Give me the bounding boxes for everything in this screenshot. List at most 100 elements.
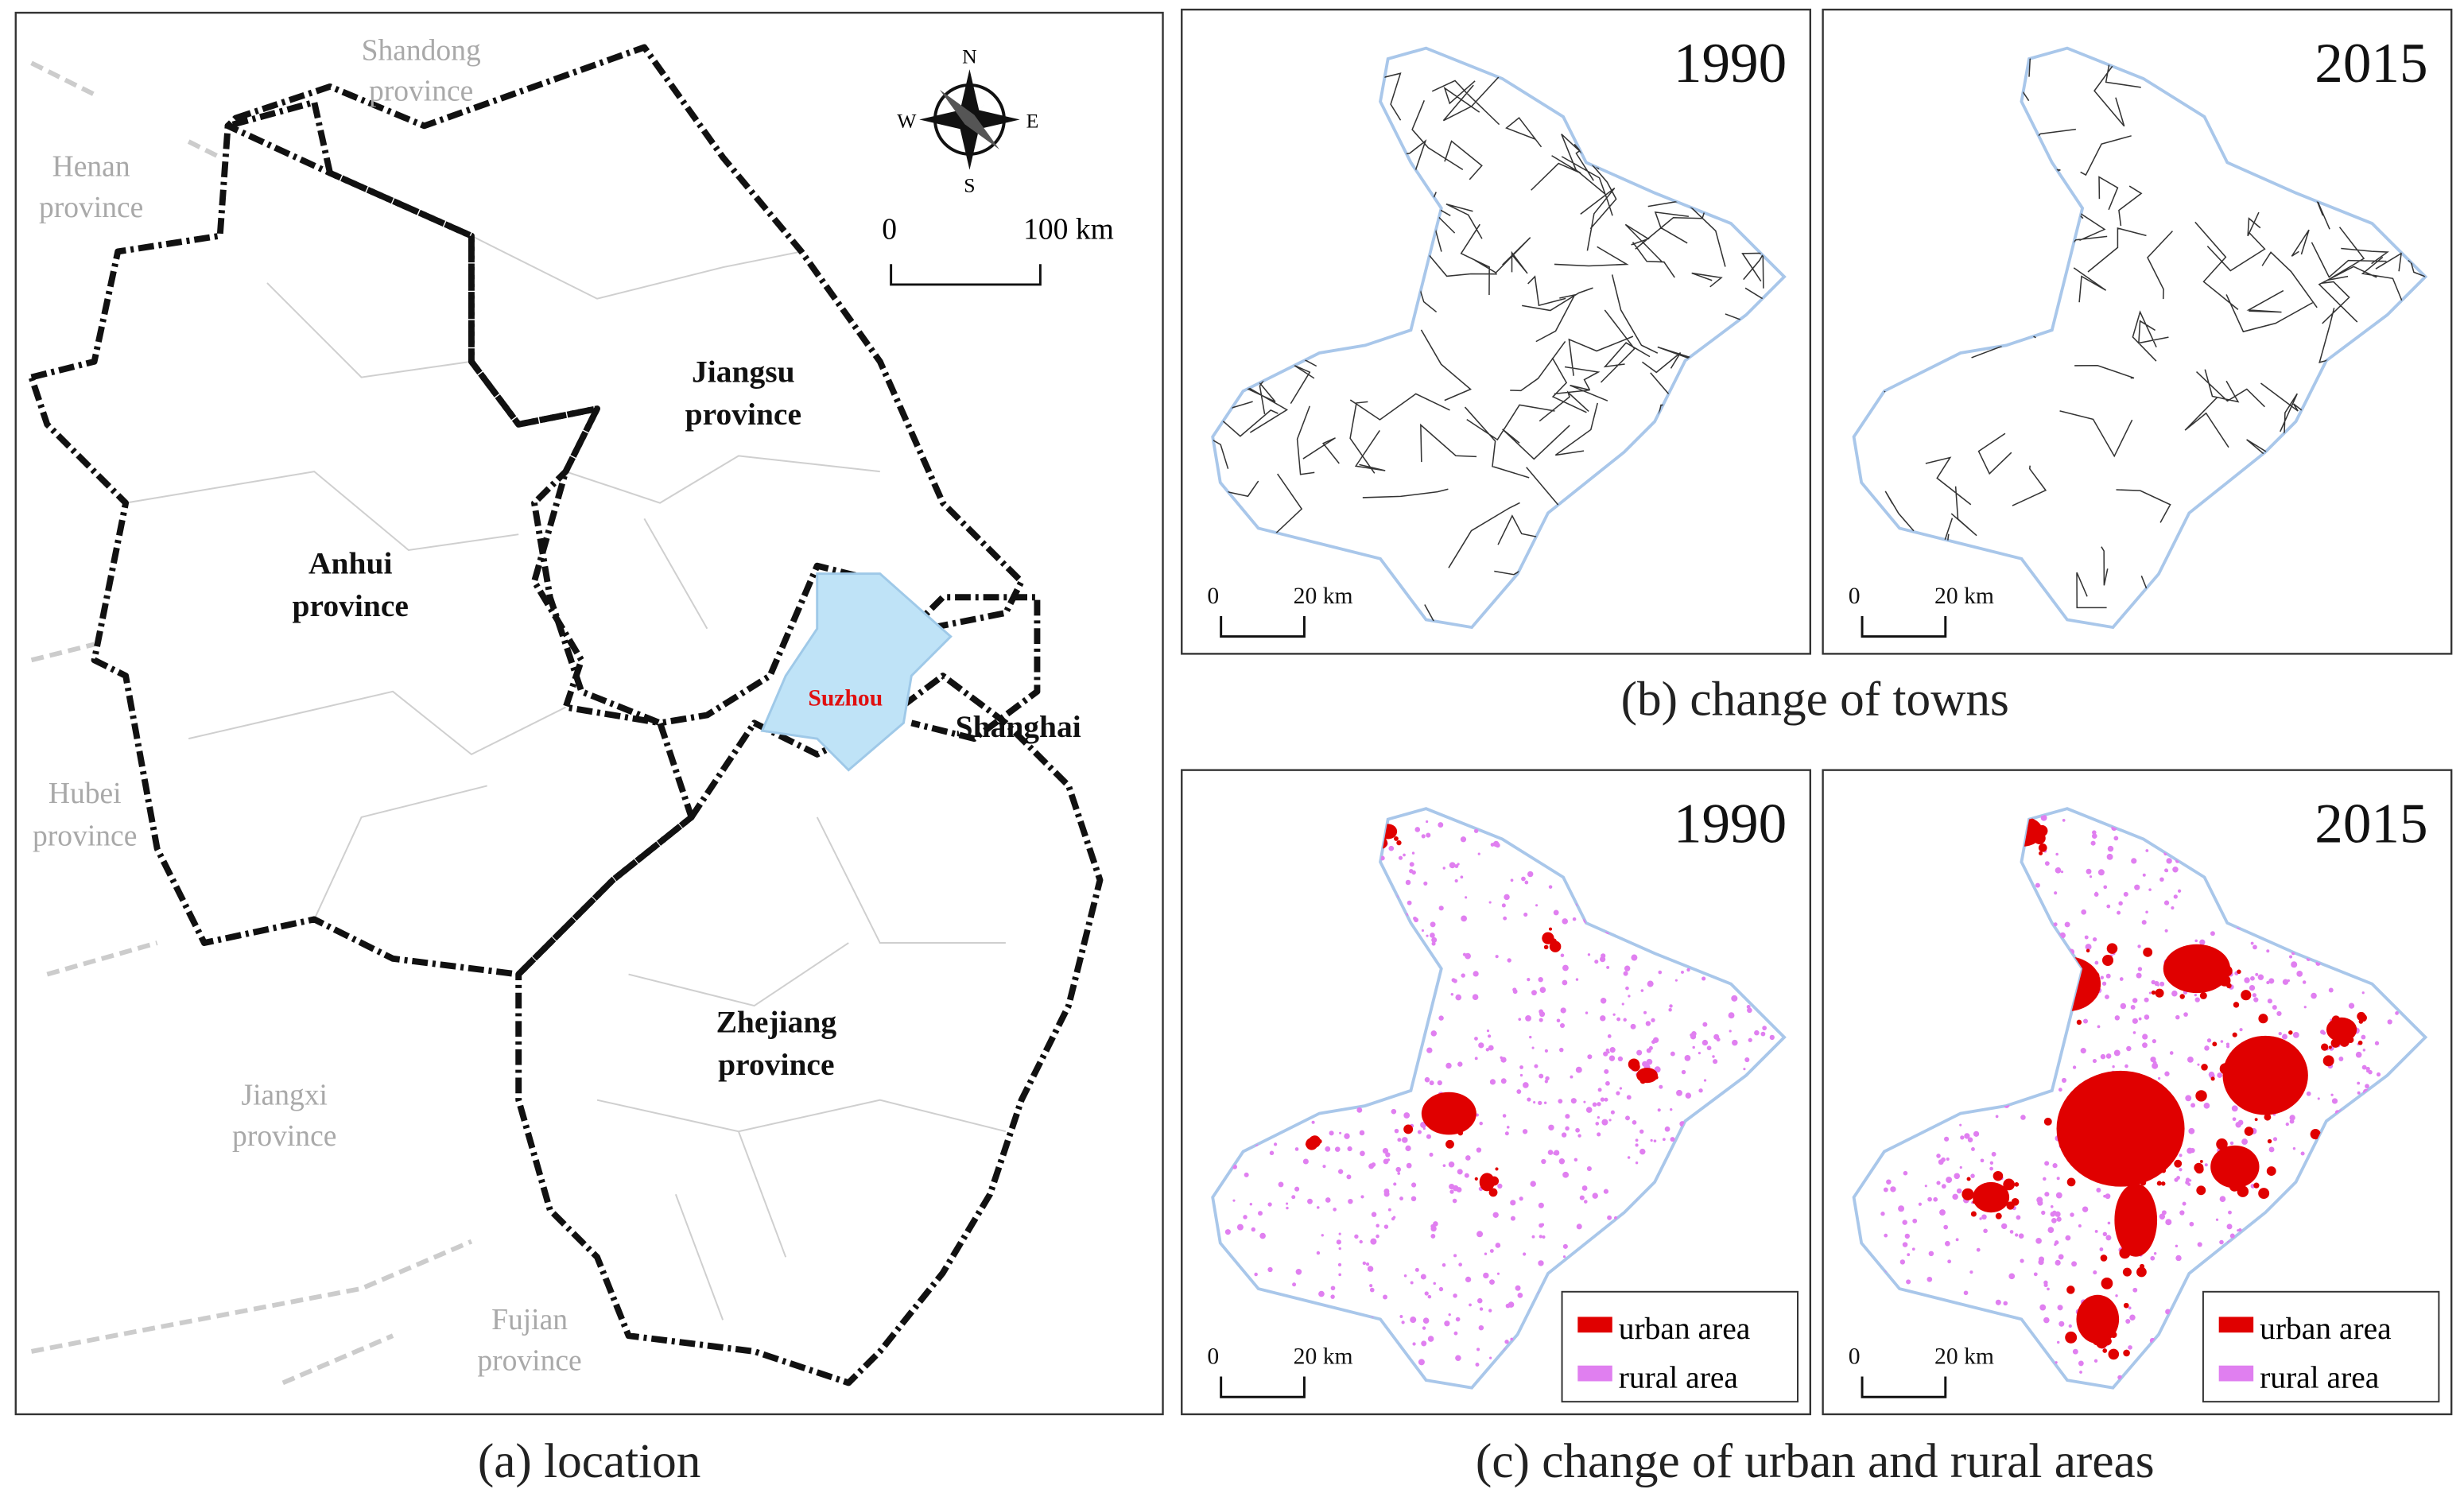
rural-patch	[1959, 1123, 1962, 1127]
urban-patch	[2244, 1127, 2254, 1136]
rural-patch	[2320, 1030, 2325, 1035]
rural-patch	[1524, 880, 1529, 885]
neighbor-label: Hubei	[49, 778, 122, 810]
rural-patch	[1639, 1148, 1646, 1155]
rural-patch	[2132, 998, 2138, 1003]
urban-patch	[1474, 1177, 1478, 1181]
urban-patch	[2262, 1100, 2269, 1107]
rural-patch	[1585, 1011, 1589, 1014]
rural-patch	[1595, 1122, 1600, 1126]
rural-patch	[1474, 1057, 1478, 1061]
rural-patch	[2120, 1002, 2127, 1010]
rural-patch	[2194, 997, 2200, 1002]
rural-patch	[1444, 1320, 1450, 1327]
rural-patch	[1502, 1114, 1507, 1118]
urban-patch	[2130, 1150, 2144, 1162]
urban-patch	[2212, 1041, 2218, 1047]
neighbor-label: province	[33, 820, 137, 853]
rural-patch	[1346, 1174, 1352, 1180]
rural-patch	[2255, 972, 2259, 976]
rural-patch	[1449, 862, 1456, 869]
rural-patch	[1579, 1195, 1585, 1200]
rural-patch	[2152, 1039, 2156, 1044]
rural-patch	[2153, 1251, 2157, 1255]
rural-patch	[1583, 1100, 1586, 1103]
rural-patch	[1635, 1161, 1639, 1165]
rural-patch	[2117, 910, 2121, 915]
rural-patch	[1417, 1130, 1422, 1134]
rural-patch	[1495, 955, 1499, 959]
rural-patch	[2070, 1212, 2074, 1217]
rural-patch	[2100, 975, 2104, 979]
rural-patch	[2199, 939, 2206, 945]
rural-patch	[1476, 1348, 1480, 1351]
rural-patch	[1453, 1331, 1458, 1336]
urban-patch	[2267, 1138, 2272, 1144]
rural-patch	[1449, 1189, 1454, 1194]
rural-patch	[1410, 1317, 1417, 1324]
rural-patch	[2374, 1041, 2380, 1045]
rural-patch	[2175, 1255, 2182, 1262]
rural-patch	[1603, 1189, 1609, 1194]
rural-patch	[1476, 1297, 1483, 1304]
urban-patch	[2090, 971, 2100, 981]
urban-patch	[2357, 1040, 2363, 1045]
rural-patch	[1959, 1165, 1962, 1169]
rural-patch	[1368, 1163, 1375, 1169]
shanghai-border	[909, 594, 1041, 743]
rural-patch	[2253, 997, 2259, 1002]
rural-patch	[1902, 1220, 1907, 1225]
rural-patch	[1597, 1132, 1601, 1137]
urban-patch	[2229, 1181, 2240, 1192]
scale-bar	[890, 264, 1042, 286]
rural-patch	[1883, 1187, 1888, 1192]
rural-patch	[2058, 1254, 2064, 1260]
rural-patch	[2058, 1088, 2062, 1092]
rural-patch	[2094, 1229, 2098, 1233]
rural-patch	[1903, 1170, 1908, 1176]
rural-patch	[2365, 1084, 2369, 1089]
rural-patch	[1461, 915, 1467, 922]
rural-patch	[2106, 853, 2113, 860]
urban-patch	[2065, 1331, 2078, 1344]
rural-patch	[2189, 1179, 2192, 1182]
map-panel: urban area rural area 2015 0 20 km	[1822, 769, 2453, 1416]
urban-patch	[1421, 1092, 1476, 1135]
rural-patch	[2165, 1219, 2172, 1226]
rural-patch	[1769, 1034, 1775, 1041]
rural-patch	[2020, 1115, 2026, 1120]
rural-patch	[2057, 1305, 2063, 1311]
rural-patch	[1698, 1051, 1701, 1055]
urban-patch	[2351, 1030, 2355, 1034]
rural-patch	[1504, 1340, 1509, 1344]
rural-patch	[1541, 1158, 1546, 1165]
rural-patch	[1592, 1192, 1598, 1199]
rural-patch	[1592, 1102, 1597, 1107]
rural-patch	[1936, 1154, 1941, 1158]
compass-label: S	[964, 173, 975, 196]
rural-patch	[1489, 1279, 1495, 1286]
rural-patch	[2179, 1168, 2183, 1172]
rural-patch	[1558, 1158, 1566, 1165]
rural-patch	[1612, 1013, 1616, 1016]
rural-patch	[1650, 1138, 1653, 1142]
rural-patch	[1484, 1252, 1488, 1255]
rural-patch	[1606, 965, 1610, 969]
rural-patch	[1587, 953, 1591, 956]
urban-patch	[2094, 1329, 2104, 1340]
rural-patch	[1659, 1084, 1663, 1089]
rural-patch	[2250, 975, 2255, 981]
rural-patch	[1348, 1198, 1353, 1204]
urban-patch	[2006, 1201, 2015, 1210]
neighbor-label: Henan	[52, 151, 130, 184]
rural-patch	[1973, 1130, 1980, 1137]
rural-patch	[2144, 997, 2149, 1002]
urban-patch	[1631, 1062, 1640, 1072]
rural-patch	[1624, 965, 1631, 971]
rural-patch	[1565, 1114, 1570, 1119]
rural-patch	[2244, 977, 2250, 983]
rural-patch	[1507, 958, 1511, 963]
rural-patch	[1539, 987, 1546, 993]
rural-patch	[2210, 931, 2215, 937]
rural-patch	[1382, 1147, 1389, 1154]
